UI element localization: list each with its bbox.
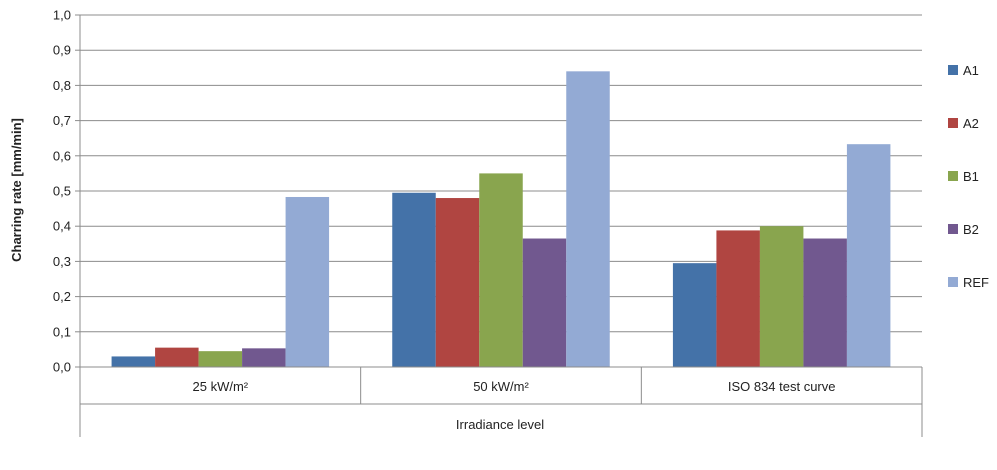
y-tick-label: 0,2 [53, 289, 71, 304]
legend-swatch [948, 171, 958, 181]
bar-ref-1 [285, 196, 330, 367]
y-tick-label: 0,1 [53, 324, 71, 339]
bar-ref-3 [846, 144, 891, 367]
y-tick-label: 0,6 [53, 148, 71, 163]
legend: A1 A2 B1 B2 REF [948, 63, 989, 290]
bar-a1-1 [111, 356, 156, 367]
bars [111, 71, 891, 367]
bar-a1-2 [392, 192, 436, 367]
bar-a2-3 [716, 230, 760, 367]
bar-b2-2 [522, 238, 567, 367]
legend-label: REF [963, 275, 989, 290]
legend-swatch [948, 277, 958, 287]
category-labels: 25 kW/m² 50 kW/m² ISO 834 test curve [193, 379, 836, 394]
category-label: ISO 834 test curve [728, 379, 836, 394]
bar-a2-1 [155, 347, 199, 367]
y-tick-label: 0,7 [53, 113, 71, 128]
bar-ref-2 [566, 71, 610, 367]
axes [79, 15, 923, 437]
y-tick-label: 0,9 [53, 43, 71, 58]
bar-b1-3 [759, 226, 804, 367]
y-axis-label: Charring rate [mm/min] [9, 118, 24, 262]
bar-b2-1 [242, 348, 286, 367]
bar-a2-2 [435, 198, 480, 367]
legend-label: A1 [963, 63, 979, 78]
y-tick-labels: 0,0 0,1 0,2 0,3 0,4 0,5 0,6 0,7 0,8 0,9 1,0 [53, 8, 71, 375]
category-label: 50 kW/m² [473, 379, 529, 394]
bar-a1-3 [672, 263, 717, 367]
legend-label: B2 [963, 222, 979, 237]
bar-b2-3 [803, 238, 847, 367]
legend-label: A2 [963, 116, 979, 131]
y-tick-label: 0,5 [53, 184, 71, 199]
bar-b1-1 [198, 351, 243, 367]
legend-swatch [948, 224, 958, 234]
x-axis-label: Irradiance level [456, 417, 544, 432]
y-tick-label: 0,0 [53, 360, 71, 375]
legend-label: B1 [963, 169, 979, 184]
y-tick-label: 1,0 [53, 8, 71, 23]
y-tick-label: 0,8 [53, 78, 71, 93]
y-tick-label: 0,4 [53, 219, 71, 234]
bar-b1-2 [479, 173, 523, 367]
legend-swatch [948, 118, 958, 128]
y-tick-label: 0,3 [53, 254, 71, 269]
legend-swatch [948, 65, 958, 75]
category-label: 25 kW/m² [193, 379, 249, 394]
